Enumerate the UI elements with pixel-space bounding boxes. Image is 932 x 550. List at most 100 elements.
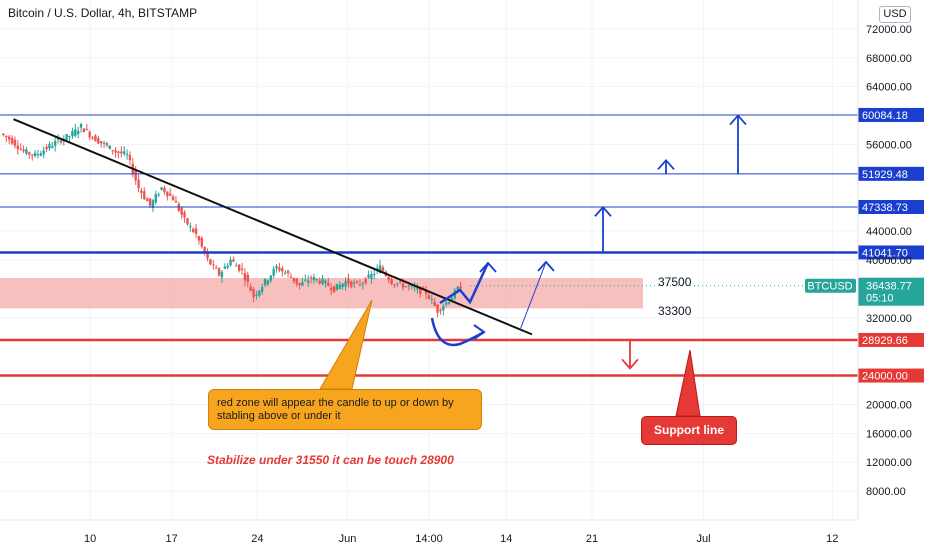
candle-body bbox=[51, 146, 54, 148]
candle-body bbox=[419, 286, 422, 294]
candle-body bbox=[433, 301, 436, 306]
level-price-text: 47338.73 bbox=[862, 202, 908, 214]
candle-body bbox=[430, 299, 434, 301]
candle-body bbox=[407, 285, 411, 287]
support-callout[interactable]: Support line bbox=[641, 416, 737, 445]
candle-body bbox=[5, 135, 8, 138]
candle-body bbox=[240, 268, 244, 270]
candle-body bbox=[335, 283, 339, 291]
candle-body bbox=[410, 285, 413, 287]
candle-body bbox=[332, 286, 336, 293]
candle-body bbox=[315, 279, 319, 281]
candle-body bbox=[258, 290, 261, 296]
candle-body bbox=[235, 265, 238, 267]
candle-body bbox=[424, 289, 428, 294]
candle-body bbox=[197, 236, 201, 241]
candle-body bbox=[416, 287, 419, 290]
y-tick-label: 72000.00 bbox=[866, 24, 912, 36]
candle-body bbox=[237, 264, 241, 271]
candle-body bbox=[114, 150, 117, 153]
bullish-path bbox=[439, 262, 490, 305]
candle-body bbox=[30, 154, 34, 156]
candle-body bbox=[301, 282, 304, 286]
candle-body bbox=[39, 153, 43, 156]
candle-body bbox=[252, 288, 255, 297]
candle-body bbox=[79, 123, 83, 128]
candle-body bbox=[396, 283, 399, 285]
candle-body bbox=[246, 274, 250, 282]
candle-body bbox=[306, 280, 310, 283]
candle-body bbox=[74, 129, 77, 136]
candle-body bbox=[7, 136, 11, 140]
level-price-tag bbox=[858, 107, 924, 122]
candle-body bbox=[249, 286, 252, 292]
candle-body bbox=[91, 137, 94, 139]
last-price-text: 36438.77 bbox=[866, 281, 912, 293]
orange-callout[interactable]: red zone will appear the candle to up or… bbox=[208, 389, 482, 430]
candle-body bbox=[289, 277, 293, 279]
candle-body bbox=[13, 139, 17, 146]
candle-body bbox=[105, 143, 109, 146]
candle-body bbox=[255, 294, 258, 296]
candle-body bbox=[145, 198, 149, 202]
level-lines: 60084.18 51929.48 47338.73 41041.70 28929.66… bbox=[0, 107, 924, 383]
candle-body bbox=[140, 190, 143, 194]
arrow-head bbox=[594, 205, 612, 217]
candle-body bbox=[309, 277, 313, 279]
candle-body bbox=[160, 187, 163, 190]
x-tick-label: 10 bbox=[84, 533, 96, 545]
candle-body bbox=[263, 278, 267, 286]
candle-body bbox=[19, 148, 22, 150]
stabilize-text: Stabilize under 31550 it can be touch 28… bbox=[207, 453, 454, 467]
candle-body bbox=[125, 153, 129, 155]
candle-body bbox=[269, 275, 273, 281]
candle-body bbox=[56, 138, 60, 140]
level-price-tag bbox=[858, 368, 924, 383]
candle-body bbox=[223, 266, 227, 269]
candle-body bbox=[229, 259, 232, 266]
candle-body bbox=[48, 144, 51, 149]
x-tick-label: 17 bbox=[165, 533, 177, 545]
level-price-tag bbox=[858, 245, 924, 260]
grid-lines bbox=[0, 0, 858, 520]
candle-body bbox=[76, 130, 80, 135]
candle-body bbox=[203, 246, 206, 254]
candle-body bbox=[352, 282, 356, 284]
candle-body bbox=[447, 302, 451, 304]
candle-body bbox=[421, 287, 425, 289]
candle-body bbox=[157, 194, 160, 196]
candle-body bbox=[347, 278, 350, 284]
candle-body bbox=[298, 282, 301, 285]
candle-body bbox=[180, 207, 183, 215]
candle-body bbox=[206, 251, 209, 259]
currency-button[interactable]: USD bbox=[879, 6, 911, 23]
chart-title: Bitcoin / U.S. Dollar, 4h, BITSTAMP bbox=[8, 6, 198, 20]
candle-body bbox=[143, 191, 146, 200]
candle-body bbox=[94, 135, 97, 142]
y-tick-label: 12000.00 bbox=[866, 457, 912, 469]
candle-body bbox=[189, 226, 192, 228]
candle-body bbox=[381, 267, 385, 272]
x-tick-label: 14 bbox=[500, 533, 512, 545]
candle-body bbox=[111, 150, 114, 152]
candle-body bbox=[212, 264, 215, 266]
candle-body bbox=[442, 306, 445, 311]
x-tick-label: 14:00 bbox=[415, 533, 443, 545]
level-price-tag bbox=[858, 332, 924, 347]
candle-body bbox=[128, 154, 132, 161]
x-tick-label: Jun bbox=[339, 533, 357, 545]
candle-body bbox=[278, 267, 281, 271]
candle-body bbox=[358, 284, 362, 286]
drawings bbox=[13, 114, 747, 417]
candle-body bbox=[59, 140, 63, 143]
candle-body bbox=[65, 134, 68, 140]
candle-body bbox=[324, 280, 327, 284]
candle-body bbox=[2, 133, 5, 136]
candle-body bbox=[88, 131, 91, 138]
candle-body bbox=[97, 138, 100, 144]
candle-body bbox=[36, 154, 40, 156]
candle-body bbox=[272, 268, 275, 276]
y-tick-label: 40000.00 bbox=[866, 255, 912, 267]
candle-body bbox=[444, 302, 448, 305]
